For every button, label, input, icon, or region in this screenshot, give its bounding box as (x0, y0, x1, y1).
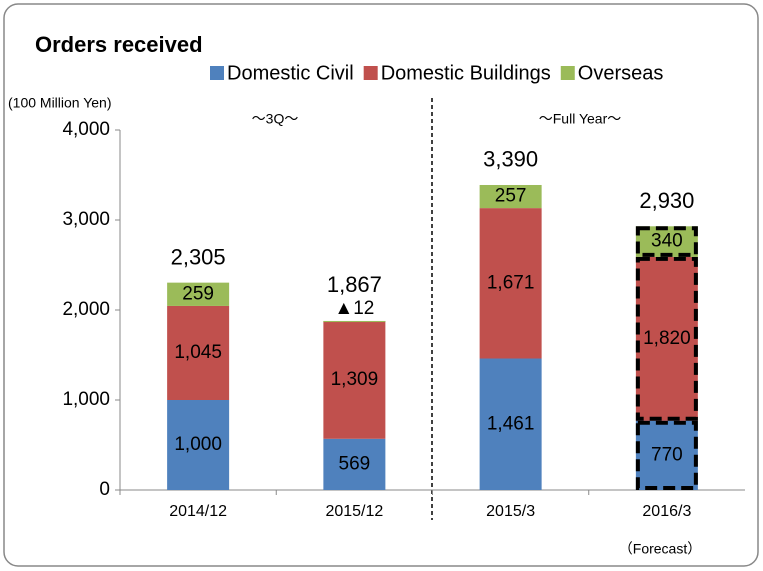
chart-title: Orders received (35, 32, 203, 57)
y-tick-label: 0 (99, 479, 110, 500)
data-label: 1,000 (174, 434, 222, 455)
bar-segment (635, 256, 698, 421)
annotation: （Forecast） (619, 541, 701, 557)
bar-segment (479, 184, 542, 209)
data-label: 1,309 (331, 369, 379, 390)
bar-segment (167, 400, 230, 490)
legend-label: Overseas (578, 62, 664, 84)
legend-label: Domestic Civil (227, 62, 354, 84)
y-tick-label: 4,000 (62, 119, 110, 140)
annotation: ～Full Year～ (539, 111, 621, 127)
x-tick-label: 2015/3 (486, 503, 535, 520)
data-label: 1,461 (487, 413, 535, 434)
bar-segment (167, 305, 230, 400)
total-label: 2,930 (639, 188, 694, 213)
bar-segment (635, 420, 698, 490)
legend-swatch (560, 66, 575, 80)
data-label: 1,045 (174, 342, 222, 363)
data-label: 569 (339, 453, 371, 474)
legend-swatch (210, 66, 224, 80)
x-tick-label: 2014/12 (169, 503, 227, 520)
data-label: 340 (651, 231, 683, 252)
total-label: 3,390 (483, 147, 538, 172)
data-label: 1,820 (643, 328, 691, 349)
forecast-outline (635, 256, 698, 421)
y-tick-label: 2,000 (62, 299, 110, 320)
bar-segment (323, 320, 386, 439)
forecast-outline (635, 226, 698, 257)
bar-segment (479, 358, 542, 490)
bar-segment (635, 226, 698, 257)
bar-segment (323, 320, 386, 323)
data-label: ▲12 (334, 298, 374, 319)
bar-segment (323, 438, 386, 490)
y-tick-label: 3,000 (62, 209, 110, 230)
data-label: 257 (495, 186, 527, 207)
data-label: 259 (182, 283, 214, 304)
total-label: 1,867 (327, 272, 382, 297)
annotation: ～3Q～ (252, 111, 299, 127)
legend-label: Domestic Buildings (381, 62, 551, 84)
x-tick-label: 2015/12 (325, 503, 383, 520)
y-unit: (100 Million Yen) (8, 95, 112, 111)
forecast-outline (635, 420, 698, 491)
y-tick-label: 1,000 (62, 389, 110, 410)
bar-segment (479, 208, 542, 359)
total-label: 2,305 (171, 244, 226, 269)
bar-segment (167, 282, 230, 306)
legend-swatch (363, 66, 378, 80)
data-label: 1,671 (487, 272, 535, 293)
x-tick-label: 2016/3 (642, 503, 691, 520)
data-label: 770 (651, 444, 683, 465)
